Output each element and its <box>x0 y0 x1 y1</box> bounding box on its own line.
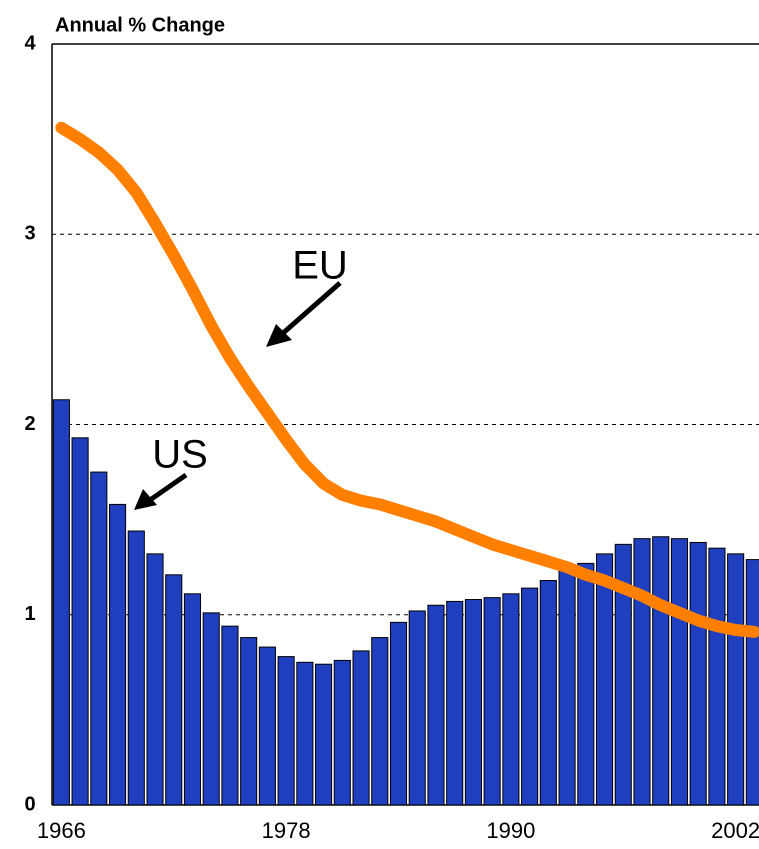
y-tick-label: 3 <box>24 223 35 245</box>
bar <box>689 541 707 806</box>
annotation-eu: EU <box>292 244 348 288</box>
bar <box>240 637 258 806</box>
x-tick-label: 1978 <box>262 818 311 843</box>
bar <box>371 637 389 806</box>
y-tick-label: 4 <box>24 32 36 54</box>
x-tick-label: 1990 <box>486 818 535 843</box>
bar <box>333 659 351 806</box>
bar <box>633 538 651 806</box>
bar <box>502 593 520 806</box>
bar <box>670 538 689 806</box>
bar <box>127 530 145 806</box>
bar <box>446 600 464 806</box>
bar <box>202 612 220 806</box>
bar <box>727 553 745 806</box>
y-tick-label: 2 <box>24 413 35 435</box>
bar <box>745 559 759 806</box>
bar <box>221 625 239 806</box>
bar <box>558 570 576 806</box>
bar <box>315 663 333 806</box>
bar <box>652 536 670 806</box>
bar <box>109 503 127 806</box>
y-tick-label: 0 <box>24 793 35 815</box>
bar <box>595 553 614 806</box>
bar <box>71 437 89 806</box>
arrow-eu <box>266 281 342 347</box>
bar <box>90 471 108 806</box>
line <box>55 121 759 638</box>
bar <box>146 553 164 806</box>
annotation-us: US <box>152 433 208 477</box>
bar <box>464 599 482 806</box>
y-axis-label: Annual % Change <box>55 14 225 36</box>
bar <box>408 610 426 806</box>
bar <box>52 399 70 806</box>
bar <box>296 661 314 806</box>
bar <box>277 656 295 806</box>
plot-area: 0 1 2 3 4 1966 1978 1990 2002 <box>24 32 759 843</box>
bar <box>183 593 202 806</box>
bar <box>483 597 501 806</box>
bar <box>389 621 408 806</box>
x-tick-label: 2002 <box>711 818 759 843</box>
arrow-us <box>134 472 188 510</box>
bar <box>614 543 632 806</box>
bar <box>521 587 539 806</box>
bar <box>352 650 370 806</box>
bar <box>577 562 595 806</box>
bar <box>165 574 183 806</box>
bar <box>539 580 557 806</box>
bar <box>427 604 445 806</box>
bar <box>258 646 276 806</box>
y-tick-label: 1 <box>24 603 35 625</box>
bar <box>708 547 726 806</box>
x-tick-label: 1966 <box>37 818 86 843</box>
